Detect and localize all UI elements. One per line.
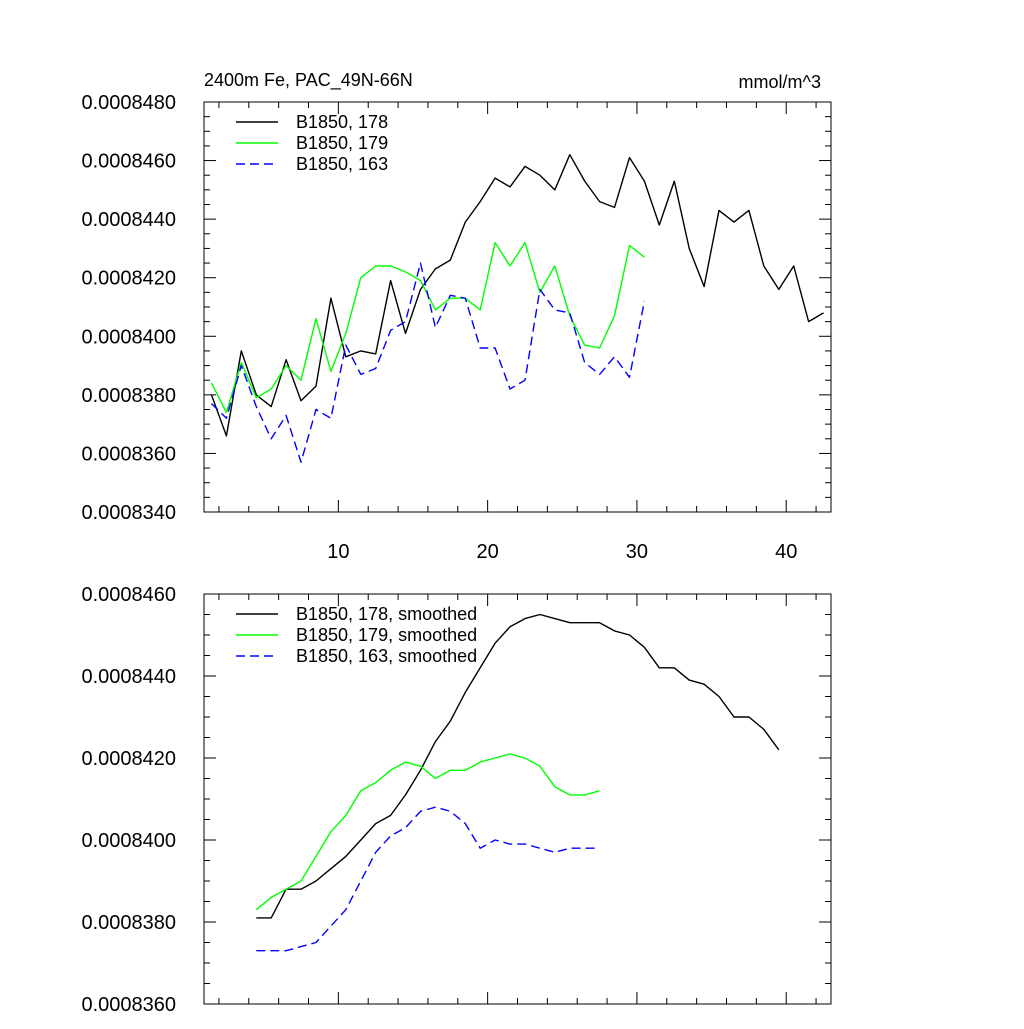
chart-1-xtick-label: 10 (327, 541, 349, 563)
chart-1-ytick-label: 0.0008380 (81, 385, 176, 407)
chart-1-title: 2400m Fe, PAC_49N-66N (204, 70, 413, 91)
chart-1-ytick-label: 0.0008440 (81, 209, 176, 231)
chart-2-ytick-label: 0.0008380 (81, 912, 176, 934)
chart-2-series-3-line (256, 806, 600, 952)
chart-1-ytick-label: 0.0008340 (81, 502, 176, 524)
chart-2-ytick-label: 0.0008420 (81, 748, 176, 770)
chart-2-ytick-label: 0.0008360 (81, 994, 176, 1016)
chart-1-ytick-label: 0.0008460 (81, 151, 176, 173)
chart-1-legend-label-2: B1850, 179 (296, 133, 388, 153)
chart-1-ytick-label: 0.0008420 (81, 268, 176, 290)
chart-1-legend-label-1: B1850, 178 (296, 112, 388, 132)
chart-1-xtick-label: 30 (626, 541, 648, 563)
chart-2-ytick-label: 0.0008460 (81, 584, 176, 606)
chart-2-series-2-line (255, 753, 600, 911)
chart-1-ytick-label: 0.0008360 (81, 443, 176, 465)
chart-2-ytick-label: 0.0008400 (81, 830, 176, 852)
chart-1-ytick-label: 0.0008480 (81, 92, 176, 114)
chart-2-legend-label-3: B1850, 163, smoothed (296, 646, 477, 666)
chart-1-units: mmol/m^3 (739, 72, 821, 92)
chart-2-legend-label-2: B1850, 179, smoothed (296, 625, 477, 645)
chart-1-series-1-line (210, 153, 824, 437)
chart-2-ytick-label: 0.0008440 (81, 666, 176, 688)
chart-2-series-1-line (256, 613, 780, 919)
chart-1-ytick-label: 0.0008400 (81, 326, 176, 348)
chart-1-series-3-line (211, 262, 646, 463)
chart-1-legend-label-3: B1850, 163 (296, 154, 388, 174)
chart-1-xtick-label: 20 (477, 541, 499, 563)
chart-2-legend-label-1: B1850, 178, smoothed (296, 604, 477, 624)
chart-1-series-2-line (210, 241, 645, 414)
chart-1-xtick-label: 40 (775, 541, 797, 563)
